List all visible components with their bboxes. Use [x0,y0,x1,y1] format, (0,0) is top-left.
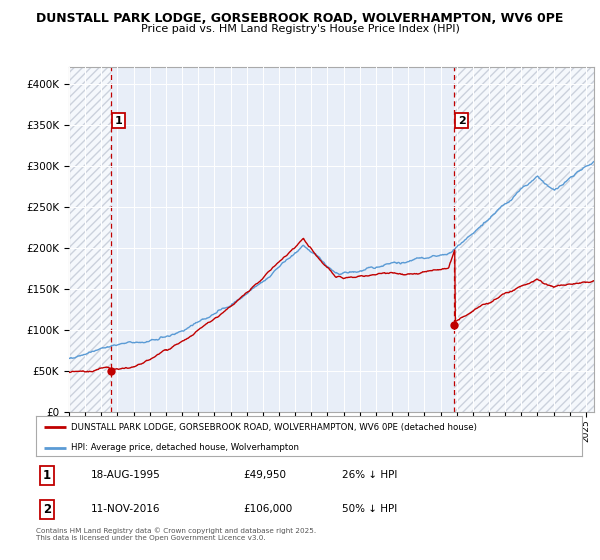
Text: 2: 2 [43,503,51,516]
Text: 26% ↓ HPI: 26% ↓ HPI [342,470,397,480]
Text: 18-AUG-1995: 18-AUG-1995 [91,470,160,480]
Text: Price paid vs. HM Land Registry's House Price Index (HPI): Price paid vs. HM Land Registry's House … [140,24,460,34]
Text: 1: 1 [43,469,51,482]
Text: 1: 1 [115,115,122,125]
Text: 2: 2 [458,115,466,125]
Text: DUNSTALL PARK LODGE, GORSEBROOK ROAD, WOLVERHAMPTON, WV6 0PE (detached house): DUNSTALL PARK LODGE, GORSEBROOK ROAD, WO… [71,423,478,432]
Polygon shape [454,67,594,412]
Text: 11-NOV-2016: 11-NOV-2016 [91,505,160,515]
Text: Contains HM Land Registry data © Crown copyright and database right 2025.
This d: Contains HM Land Registry data © Crown c… [36,528,316,541]
Text: 50% ↓ HPI: 50% ↓ HPI [342,505,397,515]
Polygon shape [69,67,112,412]
Text: HPI: Average price, detached house, Wolverhampton: HPI: Average price, detached house, Wolv… [71,443,299,452]
Text: £49,950: £49,950 [244,470,286,480]
Text: DUNSTALL PARK LODGE, GORSEBROOK ROAD, WOLVERHAMPTON, WV6 0PE: DUNSTALL PARK LODGE, GORSEBROOK ROAD, WO… [37,12,563,25]
Text: £106,000: £106,000 [244,505,293,515]
